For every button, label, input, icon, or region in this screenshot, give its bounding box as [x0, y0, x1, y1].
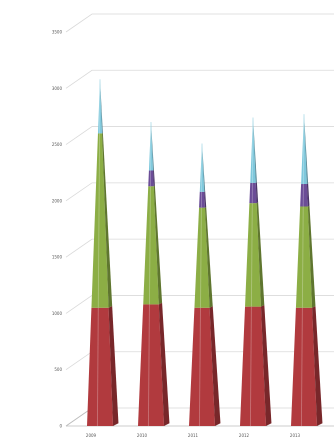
bar-front-face	[199, 191, 205, 208]
bar-segment	[291, 305, 323, 427]
bar-highlight	[96, 307, 99, 427]
bar-side-face	[100, 79, 103, 134]
bar-side-face	[253, 117, 257, 183]
bar-highlight	[148, 186, 151, 305]
bar-highlight	[97, 133, 101, 308]
bar-segment	[97, 79, 103, 134]
bar-front-face	[189, 307, 215, 426]
bar-highlight	[300, 307, 303, 427]
y-tick-label: 0	[59, 424, 62, 429]
bar-highlight	[200, 207, 202, 308]
bar-highlight	[251, 117, 254, 183]
bar-segment	[148, 169, 155, 187]
bar-side-face	[202, 143, 206, 192]
bar-highlight	[302, 114, 305, 184]
bar-front-face	[291, 307, 317, 426]
bar-segment	[189, 305, 221, 427]
bar-highlight	[249, 306, 252, 427]
bar-side-face	[306, 183, 310, 207]
bar-front-face	[143, 186, 159, 305]
bar-side-face	[204, 206, 213, 308]
bar-side-face	[153, 170, 155, 187]
bar-side-face	[153, 185, 163, 305]
y-tick-label: 3000	[52, 86, 63, 91]
bar-side-face	[158, 302, 170, 426]
bar-segment	[194, 206, 213, 308]
bar-front-face	[249, 182, 257, 204]
gridline-3000	[65, 69, 334, 89]
y-tick-label: 500	[54, 367, 62, 372]
bar-side-face	[312, 306, 323, 426]
bar-segment	[295, 205, 316, 308]
y-tick-label: 2500	[52, 142, 63, 147]
y-tick-label: 3500	[52, 30, 63, 35]
gridline-3500	[65, 13, 334, 33]
bar-side-face	[260, 305, 272, 426]
bar-side-face	[151, 122, 154, 171]
bar-side-face	[204, 191, 207, 208]
bar-front-face	[295, 206, 313, 308]
x-tick-label: 2013	[290, 433, 301, 438]
bar-side-face	[108, 306, 119, 426]
bar-segment	[301, 114, 309, 184]
bar-front-face	[148, 170, 154, 187]
bar-front-face	[138, 304, 164, 426]
bar-segment	[250, 117, 257, 183]
bar-highlight	[301, 206, 304, 308]
bar-front-face	[240, 306, 266, 426]
bar-segment	[245, 202, 265, 307]
x-tick-label: 2012	[239, 433, 250, 438]
bar-front-face	[91, 133, 109, 308]
x-tick-label: 2011	[188, 433, 199, 438]
bar-front-face	[87, 307, 113, 426]
y-tick-label: 2000	[52, 198, 63, 203]
bar-highlight	[198, 307, 201, 427]
bar-segment	[143, 185, 163, 305]
bar-side-face	[209, 306, 221, 426]
bar-side-face	[255, 182, 259, 204]
bar-segment	[240, 304, 272, 427]
bar-segment	[148, 122, 154, 171]
y-tick-label: 1000	[52, 311, 63, 316]
bar-segment	[199, 191, 207, 208]
x-tick-label: 2010	[137, 433, 148, 438]
bar-side-face	[307, 205, 316, 308]
bar-front-face	[194, 207, 210, 308]
bar-side-face	[256, 202, 265, 307]
gridline-2500	[65, 126, 334, 145]
bar-segment	[87, 305, 119, 427]
y-tick-label: 1500	[52, 255, 63, 260]
x-tick-label: 2009	[86, 433, 97, 438]
bar-segment	[138, 302, 170, 427]
bar-segment	[249, 182, 259, 204]
bar-segment	[91, 132, 113, 308]
bar-segment	[300, 183, 310, 207]
tick-labels: 0 500 1000 1500 2000 2500 3000 3500 2009 2010 2011…	[52, 30, 301, 439]
bar-front-face	[245, 203, 261, 307]
bar-segment	[199, 143, 206, 192]
bar-side-face	[102, 132, 113, 308]
bars	[87, 79, 323, 427]
bar-side-face	[304, 114, 309, 184]
bar-front-face	[300, 183, 308, 207]
bar-highlight	[147, 304, 150, 427]
bar-highlight	[250, 203, 253, 307]
